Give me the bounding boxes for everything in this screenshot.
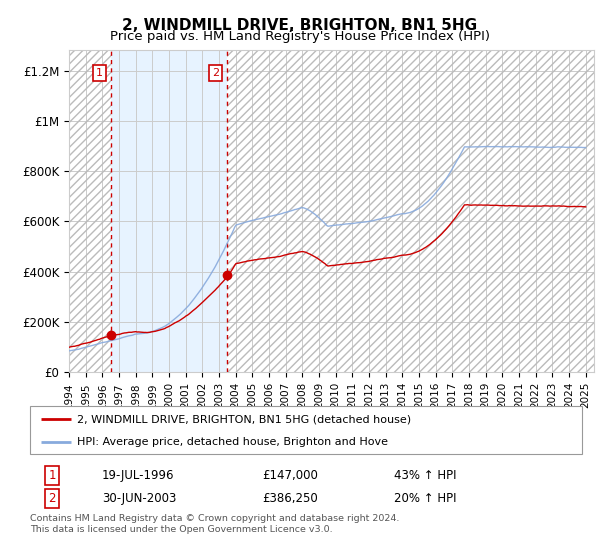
Text: HPI: Average price, detached house, Brighton and Hove: HPI: Average price, detached house, Brig… (77, 437, 388, 447)
Text: 1: 1 (96, 68, 103, 78)
Text: 2: 2 (212, 68, 219, 78)
Text: 20% ↑ HPI: 20% ↑ HPI (394, 492, 457, 505)
Bar (69, 50, 112, 372)
Bar (227, 50, 594, 372)
Text: £386,250: £386,250 (262, 492, 317, 505)
Text: 30-JUN-2003: 30-JUN-2003 (102, 492, 176, 505)
Text: Contains HM Land Registry data © Crown copyright and database right 2024.
This d: Contains HM Land Registry data © Crown c… (30, 514, 400, 534)
Text: 2, WINDMILL DRIVE, BRIGHTON, BN1 5HG (detached house): 2, WINDMILL DRIVE, BRIGHTON, BN1 5HG (de… (77, 414, 411, 424)
Text: 2, WINDMILL DRIVE, BRIGHTON, BN1 5HG: 2, WINDMILL DRIVE, BRIGHTON, BN1 5HG (122, 18, 478, 33)
Bar (112, 50, 227, 372)
FancyBboxPatch shape (30, 406, 582, 454)
Text: £147,000: £147,000 (262, 469, 318, 482)
Text: 1: 1 (49, 469, 56, 482)
Bar (227, 50, 594, 372)
Bar (69, 50, 112, 372)
Text: 43% ↑ HPI: 43% ↑ HPI (394, 469, 457, 482)
Text: Price paid vs. HM Land Registry's House Price Index (HPI): Price paid vs. HM Land Registry's House … (110, 30, 490, 43)
Text: 19-JUL-1996: 19-JUL-1996 (102, 469, 174, 482)
Text: 2: 2 (49, 492, 56, 505)
